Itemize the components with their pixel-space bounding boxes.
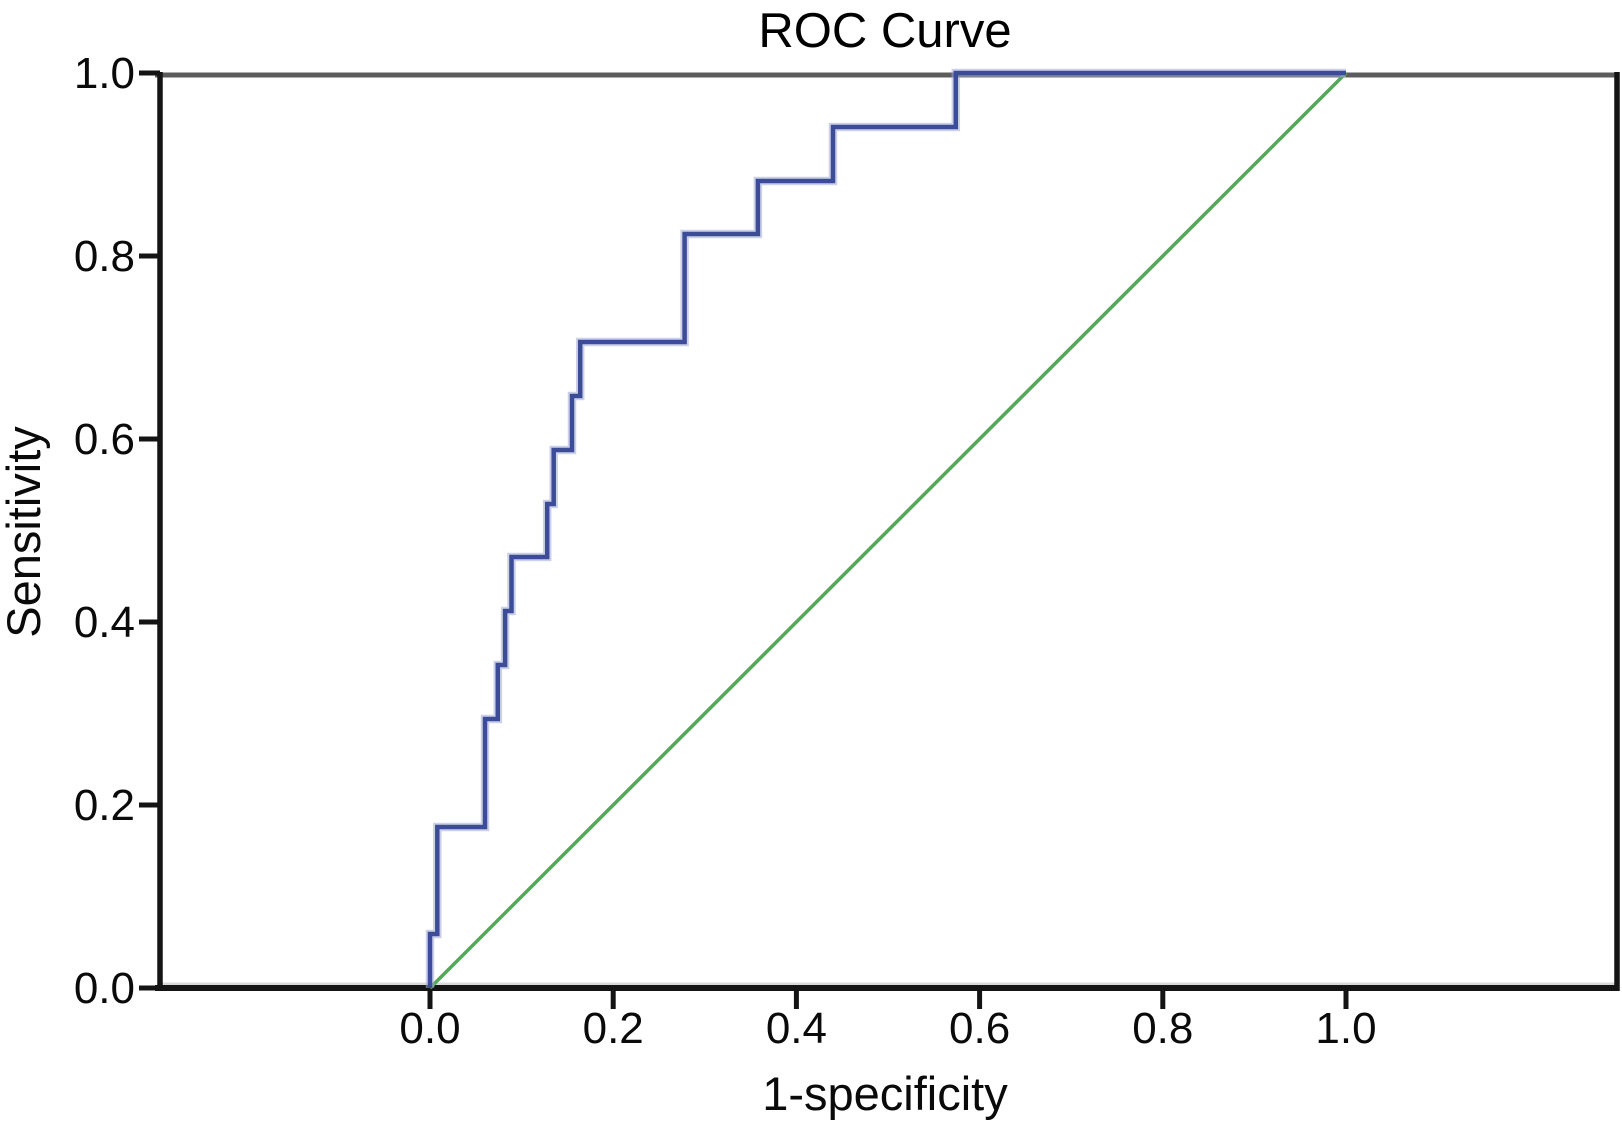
x-axis-label: 1-specificity [762, 1067, 1008, 1120]
y-tick-label: 0.0 [74, 964, 135, 1013]
roc-curve-line [427, 70, 1346, 988]
reference-diagonal-line [428, 71, 1348, 990]
y-tick-label: 0.4 [74, 598, 135, 647]
x-tick-label: 0.8 [1132, 1004, 1193, 1053]
chart-title: ROC Curve [758, 4, 1011, 58]
plot-frame [155, 72, 1620, 991]
y-tick-label: 0.8 [74, 232, 135, 281]
x-tick-label: 0.2 [583, 1004, 644, 1053]
x-tick-label: 0.4 [766, 1004, 827, 1053]
axis-ticks [139, 70, 1349, 1009]
y-tick-label: 0.2 [74, 781, 135, 830]
y-axis-label: Sensitivity [0, 426, 50, 638]
y-tick-label: 1.0 [74, 49, 135, 98]
x-tick-label: 0.6 [949, 1004, 1010, 1053]
chart-series [425, 68, 1348, 990]
axis-tick-labels: 0.0 0.2 0.4 0.6 0.8 1.0 0.0 0.2 0.4 0.6 0.8 1.0 [74, 49, 1377, 1053]
x-tick-label: 0.0 [399, 1004, 460, 1053]
x-tick-label: 1.0 [1315, 1004, 1376, 1053]
y-tick-label: 0.6 [74, 415, 135, 464]
